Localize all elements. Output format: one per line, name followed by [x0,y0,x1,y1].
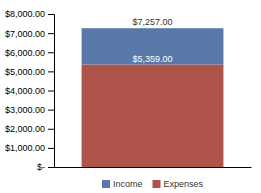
tick: $5,000.00 [5,67,54,77]
tick: $6,000.00 [5,48,54,58]
y-axis: $- $1,000.00 $2,000.00 $3,000.00 $4,000.00 $5… [5,9,55,172]
tick-mark [48,110,54,111]
axis-line [55,167,252,168]
annotation: $7,257.00 [132,17,172,27]
tick: $7,000.00 [5,29,54,39]
tick-label: $8,000.00 [5,9,45,19]
axis-line [48,15,55,168]
tick-mark [48,52,54,53]
tick-mark [48,71,54,72]
legend-label: Income [113,179,143,189]
tick-mark [48,129,54,130]
tick: $- [37,162,54,172]
tick: $8,000.00 [5,9,54,19]
tick: $3,000.00 [5,105,54,115]
legend-item: Expenses [152,179,203,189]
tick-label: $6,000.00 [5,48,45,58]
tick: $4,000.00 [5,86,54,96]
legend: Income Expenses [102,179,204,189]
tick-mark [48,148,54,149]
tick-mark [48,167,54,168]
legend-swatch [152,180,160,188]
tick: $1,000.00 [5,143,54,153]
tick-mark [48,33,54,34]
tick-label: $1,000.00 [5,143,45,153]
annotation: $5,359.00 [132,54,172,64]
tick-label: $4,000.00 [5,86,45,96]
legend-item: Income [102,179,143,189]
tick: $2,000.00 [5,124,54,134]
legend-swatch [102,180,110,188]
bar [82,28,224,64]
bar [82,65,224,167]
legend-label: Expenses [163,179,203,189]
tick-label: $- [37,162,45,172]
tick-label: $2,000.00 [5,124,45,134]
tick-mark [48,91,54,92]
tick-label: $7,000.00 [5,29,45,39]
chart: $- $1,000.00 $2,000.00 $3,000.00 $4,000.00 $5… [0,0,261,193]
tick-label: $5,000.00 [5,67,45,77]
tick-label: $3,000.00 [5,105,45,115]
tick-mark [48,14,54,15]
annotations: $7,257.00 $5,359.00 [132,17,172,63]
bars [82,28,224,167]
x-axis [55,167,252,168]
